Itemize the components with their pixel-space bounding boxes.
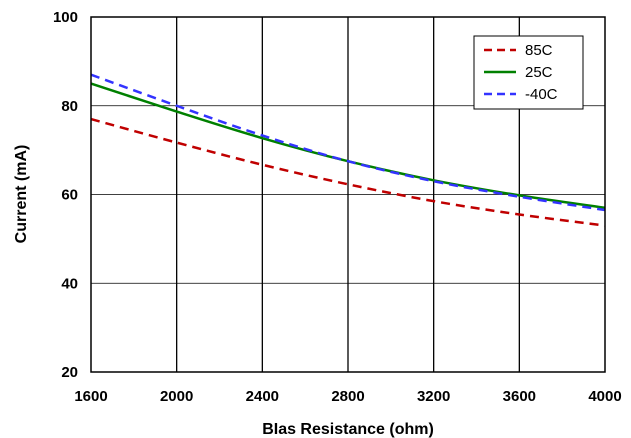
x-tick-label: 2800 xyxy=(331,388,364,405)
plot-border xyxy=(90,16,606,373)
series-line-85C xyxy=(90,117,606,227)
y-tick-label: 60 xyxy=(61,187,78,204)
y-tick-label: 20 xyxy=(61,364,78,381)
x-tick-label: 2000 xyxy=(160,388,193,405)
y-tick-label: 80 xyxy=(61,98,78,115)
y-tick-labels: 20 40 60 80 100 xyxy=(53,9,78,381)
y-tick-label: 40 xyxy=(61,275,78,292)
series-line--40C xyxy=(90,73,606,212)
legend-label: 85C xyxy=(525,42,553,59)
x-tick-label: 3200 xyxy=(417,388,450,405)
legend: 85C 25C -40C xyxy=(473,35,584,110)
legend-label: 25C xyxy=(525,64,553,81)
legend-label: -40C xyxy=(525,86,558,103)
x-axis-title: BIas Resistance (ohm) xyxy=(262,421,434,438)
x-tick-labels: 1600 2000 2400 2800 3200 3600 4000 xyxy=(74,388,621,405)
series-lines xyxy=(90,73,606,227)
y-axis-title: Current (mA) xyxy=(13,145,30,244)
x-tick-label: 2400 xyxy=(246,388,279,405)
y-tick-label: 100 xyxy=(53,9,78,26)
x-tick-label: 4000 xyxy=(588,388,621,405)
x-tick-label: 1600 xyxy=(74,388,107,405)
x-tick-label: 3600 xyxy=(503,388,536,405)
